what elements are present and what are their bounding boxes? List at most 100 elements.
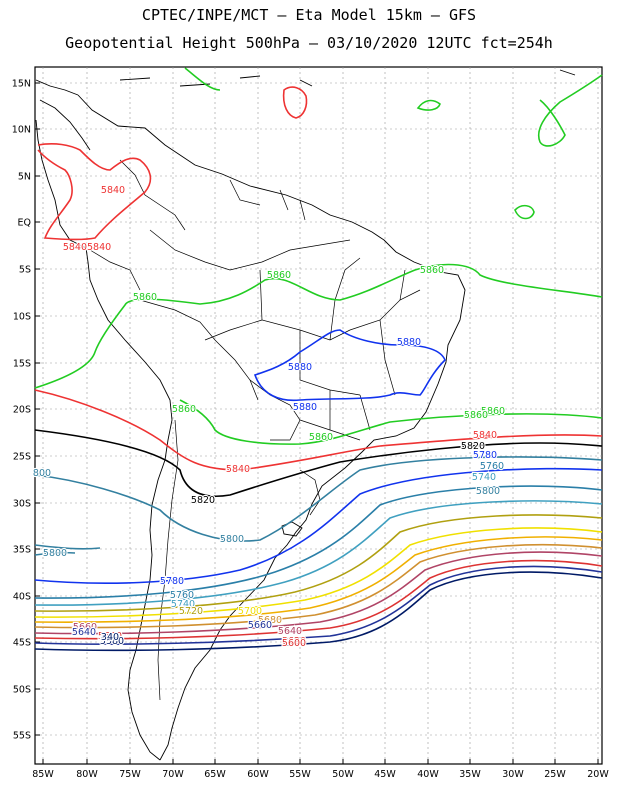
axis-ticks — [35, 82, 599, 764]
contour-5700 — [34, 527, 603, 618]
latitude-label: 15N — [12, 79, 31, 90]
longitude-labels: 85W 80W 75W 70W 65W 60W 55W 50W 45W 40W 35W 30W 25W 2… — [32, 769, 609, 780]
latitude-labels: 15N 10N 5N EQ 5S 10S 15S 20S 25S 30S 35S 40S 45S 50S 5… — [12, 79, 31, 742]
longitude-label: 35W — [459, 769, 481, 780]
longitude-label: 80W — [76, 769, 98, 780]
contour-5860-north — [184, 67, 603, 147]
longitude-label: 50W — [332, 769, 354, 780]
contour-label: 5660 — [73, 622, 97, 633]
contour-label: 5640 — [278, 626, 302, 637]
contour-label: 5620 — [98, 631, 122, 642]
border-venezuela-colombia — [119, 159, 186, 231]
contour-5840-ring — [282, 86, 308, 119]
contour-5860 — [34, 263, 603, 389]
contour-label: 58405840 — [63, 242, 111, 253]
central-america-coastline — [35, 79, 91, 151]
longitude-label: 85W — [32, 769, 54, 780]
contour-5820 — [34, 429, 603, 497]
contour-label: 5840 — [101, 185, 125, 196]
contour-lines — [34, 67, 603, 652]
contour-5660 — [34, 543, 603, 629]
contour-labels: 5840584058405860586058605860586058805880… — [32, 184, 506, 650]
contour-5760 — [34, 485, 603, 599]
longitude-label: 40W — [417, 769, 439, 780]
contour-label: 5580 — [100, 636, 124, 647]
longitude-label: 75W — [119, 769, 141, 780]
contour-label: 5700 — [238, 606, 262, 617]
latitude-label: 5N — [18, 172, 31, 183]
contour-label: 5640 — [72, 627, 96, 638]
contour-label: 5760 — [170, 590, 194, 601]
contour-label: 5680 — [258, 615, 282, 626]
latitude-label: 20S — [13, 405, 31, 416]
contour-label: 5860 — [133, 292, 157, 303]
contour-label: 5860 — [172, 404, 196, 415]
latitude-label: 10S — [13, 312, 31, 323]
contour-label: 5860 — [464, 410, 488, 421]
contour-5800 — [34, 456, 603, 542]
contour-label: 5760 — [480, 461, 504, 472]
contour-5840-north — [37, 143, 152, 241]
contour-5860-island-1 — [416, 99, 441, 111]
contour-label: 5620 — [282, 636, 306, 647]
caribbean-islands — [119, 69, 576, 87]
latitude-label: 5S — [19, 265, 31, 276]
border-brazil-states — [204, 257, 421, 441]
contour-5620 — [34, 559, 603, 640]
latitude-label: 35S — [13, 545, 31, 556]
contour-label: 5840 — [473, 430, 497, 441]
contour-label: 5800 — [43, 548, 67, 559]
contour-5640 — [34, 551, 603, 635]
contour-5840 — [34, 389, 603, 471]
contour-label: 5740 — [171, 599, 195, 610]
contour-label: 5860 — [267, 270, 291, 281]
contour-5800-west-loop — [34, 544, 101, 556]
longitude-label: 20W — [587, 769, 609, 780]
longitude-label: 45W — [374, 769, 396, 780]
border-uruguay — [299, 469, 321, 516]
latitude-label: 45S — [13, 638, 31, 649]
coastlines — [35, 69, 576, 761]
contour-label: 5840 — [226, 464, 250, 475]
longitude-label: 70W — [162, 769, 184, 780]
latitude-label: 10N — [12, 125, 31, 136]
contour-label: 5600 — [282, 638, 306, 649]
contour-5780 — [34, 467, 603, 584]
contour-5600 — [34, 565, 603, 645]
contour-label: 5780 — [473, 450, 497, 461]
contour-5880 — [253, 329, 446, 402]
contour-label: 5880 — [397, 337, 421, 348]
latitude-label: 30S — [13, 499, 31, 510]
border-peru-bolivia — [139, 299, 259, 401]
contour-label: 5820 — [191, 495, 215, 506]
longitude-label: 60W — [247, 769, 269, 780]
contour-label: 5800 — [476, 486, 500, 497]
longitude-label: 25W — [544, 769, 566, 780]
contour-label: 5860 — [420, 265, 444, 276]
contour-label: 5780 — [160, 576, 184, 587]
latitude-label: 55S — [13, 731, 31, 742]
latitude-label: 25S — [13, 452, 31, 463]
contour-5720 — [34, 514, 603, 612]
border-brazil-north — [149, 229, 351, 271]
country-borders — [89, 159, 421, 701]
contour-5860-island-2 — [514, 204, 535, 220]
contour-5740 — [34, 500, 603, 606]
latitude-label: EQ — [18, 218, 31, 229]
contour-label: 5880 — [293, 402, 317, 413]
longitude-label: 30W — [502, 769, 524, 780]
contour-5680 — [34, 536, 603, 623]
longitude-label: 55W — [289, 769, 311, 780]
map-title-line-2: Geopotential Height 500hPa – 03/10/2020 … — [65, 34, 553, 52]
border-ecuador-peru — [89, 249, 141, 291]
contour-label: 5660 — [248, 620, 272, 631]
contour-label: 340 — [101, 632, 119, 643]
border-guianas — [229, 179, 306, 221]
contour-label: 800 — [33, 468, 51, 479]
contour-label: 5740 — [472, 472, 496, 483]
contour-label: 5820 — [461, 441, 485, 452]
contour-5860-south — [179, 399, 603, 445]
map-title-line-1: CPTEC/INPE/MCT – Eta Model 15km – GFS — [141, 6, 477, 24]
contour-label: 5860 — [481, 406, 505, 417]
